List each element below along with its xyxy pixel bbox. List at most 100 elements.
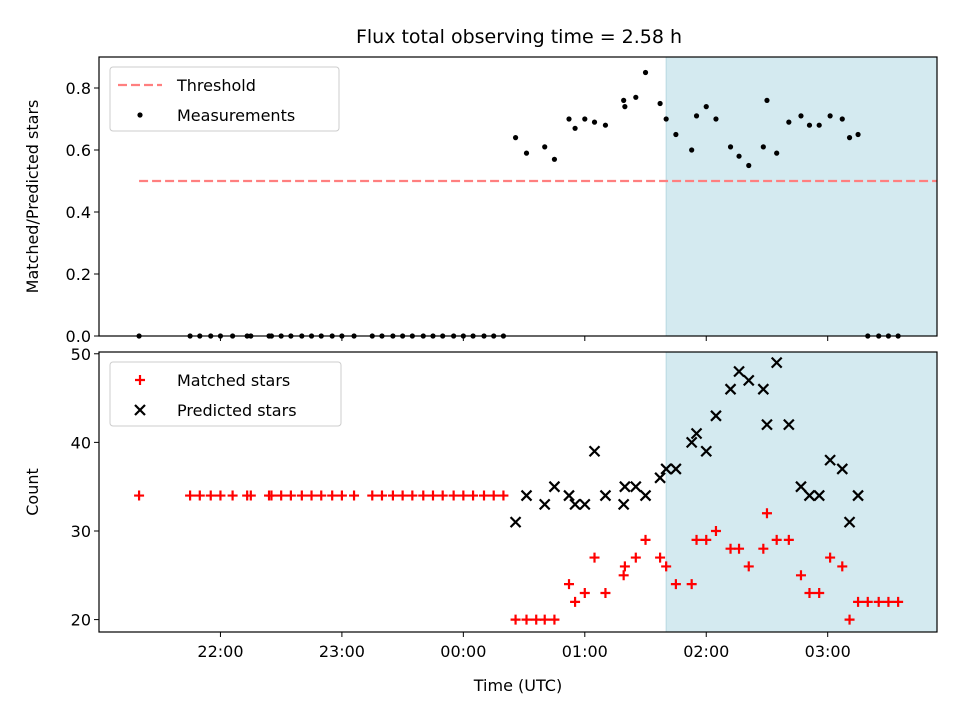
matched-stars-point xyxy=(600,588,611,599)
matched-stars-point xyxy=(734,543,745,554)
predicted-stars-point xyxy=(509,516,522,528)
matched-stars-point xyxy=(276,490,287,501)
matched-stars-point xyxy=(134,490,145,501)
legend-marker xyxy=(135,375,145,385)
legend-label: Threshold xyxy=(176,76,256,95)
measurements-point xyxy=(566,116,572,122)
predicted-stars-point xyxy=(670,463,682,475)
matched-stars-point xyxy=(743,561,754,572)
matched-stars-point xyxy=(296,490,307,501)
predicted-stars-point xyxy=(836,463,849,475)
matched-stars-point xyxy=(437,490,448,501)
measurements-point xyxy=(591,119,598,125)
matched-stars-point xyxy=(215,490,226,501)
chart-title: Flux total observing time = 2.58 h xyxy=(356,26,682,48)
count-y-axis: 20 30 40 50 xyxy=(71,345,99,630)
measurements-point xyxy=(523,150,530,156)
matched-stars-point xyxy=(771,534,782,545)
matched-stars-point xyxy=(336,490,347,501)
matched-stars-point xyxy=(539,614,550,625)
predicted-stars-point xyxy=(852,489,864,502)
predicted-stars-point xyxy=(569,498,581,511)
predicted-stars-point xyxy=(690,427,703,440)
matched-stars-point xyxy=(521,614,532,625)
matched-stars-point xyxy=(893,596,904,607)
predicted-stars-point xyxy=(783,418,795,431)
predicted-stars-point xyxy=(654,472,666,484)
matched-stars-point xyxy=(686,579,697,590)
y-tick-label: 0.4 xyxy=(66,203,91,222)
predicted-stars-point xyxy=(548,480,561,493)
matched-stars-point xyxy=(488,490,499,501)
count-axes-frame xyxy=(98,351,938,633)
y-tick-label: 0.8 xyxy=(66,79,91,98)
matched-stars-point xyxy=(814,588,825,599)
matched-stars-point xyxy=(316,490,327,501)
measurements-point xyxy=(786,119,792,125)
matched-stars-point xyxy=(185,490,196,501)
matched-stars-point xyxy=(418,490,429,501)
matched-stars-point xyxy=(306,490,317,501)
predicted-stars-point xyxy=(630,480,642,493)
matched-stars-point xyxy=(407,490,418,501)
matched-stars-point xyxy=(725,543,736,554)
predicted-stars-point xyxy=(795,480,807,493)
measurements-point xyxy=(642,69,649,76)
matched-stars-point xyxy=(397,490,408,501)
measurements-point xyxy=(736,153,742,159)
predicted-stars-point xyxy=(538,498,551,511)
legend-box xyxy=(109,66,340,132)
matched-stars-point xyxy=(630,552,641,563)
matched-stars-point xyxy=(227,490,238,501)
x-tick-label: 22:00 xyxy=(197,642,243,661)
matched-stars-point xyxy=(367,490,378,501)
matched-stars-point xyxy=(376,490,387,501)
ratio-x-axis xyxy=(219,336,829,341)
predicted-stars-point xyxy=(588,445,601,458)
ratio-y-axis: 0.0 0.2 0.4 0.6 0.8 xyxy=(66,79,99,346)
panel-ratio: 0.00.20.40.60.8 Matched/Predicted stars … xyxy=(23,56,938,346)
matched-stars-point xyxy=(873,596,884,607)
matched-stars-point xyxy=(670,579,681,590)
x-tick-label: 00:00 xyxy=(440,642,486,661)
legend-label: Predicted stars xyxy=(177,401,297,420)
matched-stars-point xyxy=(883,596,894,607)
predicted-stars-point xyxy=(710,410,722,422)
predicted-stars-point xyxy=(660,463,672,475)
matched-stars-point xyxy=(327,490,338,501)
measurements-point xyxy=(693,113,700,119)
matched-stars-point xyxy=(349,490,360,501)
predicted-stars-point xyxy=(813,489,825,502)
matched-stars-point xyxy=(783,534,794,545)
predicted-stars-point xyxy=(685,436,698,449)
matched-stars-point xyxy=(795,570,806,581)
matched-stars-point xyxy=(655,552,666,563)
matched-stars-point xyxy=(691,534,702,545)
count-plot-area xyxy=(134,356,904,625)
x-tick-label: 01:00 xyxy=(562,642,608,661)
measurements-point xyxy=(806,122,813,128)
y-tick-label: 20 xyxy=(71,611,91,630)
predicted-stars-point xyxy=(700,445,713,458)
matched-stars-point xyxy=(862,596,873,607)
measurements-point xyxy=(542,144,548,150)
measurements-point xyxy=(633,94,639,100)
matched-stars-point xyxy=(245,490,256,501)
matched-stars-point xyxy=(701,534,712,545)
legend-label: Measurements xyxy=(177,106,295,125)
measurements-point xyxy=(713,116,719,122)
measurements-point xyxy=(657,100,663,107)
x-tick-label: 02:00 xyxy=(683,642,729,661)
matched-stars-point xyxy=(205,490,216,501)
measurements-point xyxy=(572,125,578,131)
measurements-point xyxy=(855,131,861,138)
predicted-stars-point xyxy=(639,489,652,502)
matched-stars-point xyxy=(761,508,772,519)
y-tick-label: 0.0 xyxy=(66,327,91,346)
matched-stars-point xyxy=(478,490,489,501)
matched-stars-point xyxy=(387,490,398,501)
matched-stars-point xyxy=(194,490,205,501)
matched-stars-point xyxy=(266,490,277,501)
matched-stars-point xyxy=(619,561,630,572)
matched-stars-point xyxy=(618,570,629,581)
